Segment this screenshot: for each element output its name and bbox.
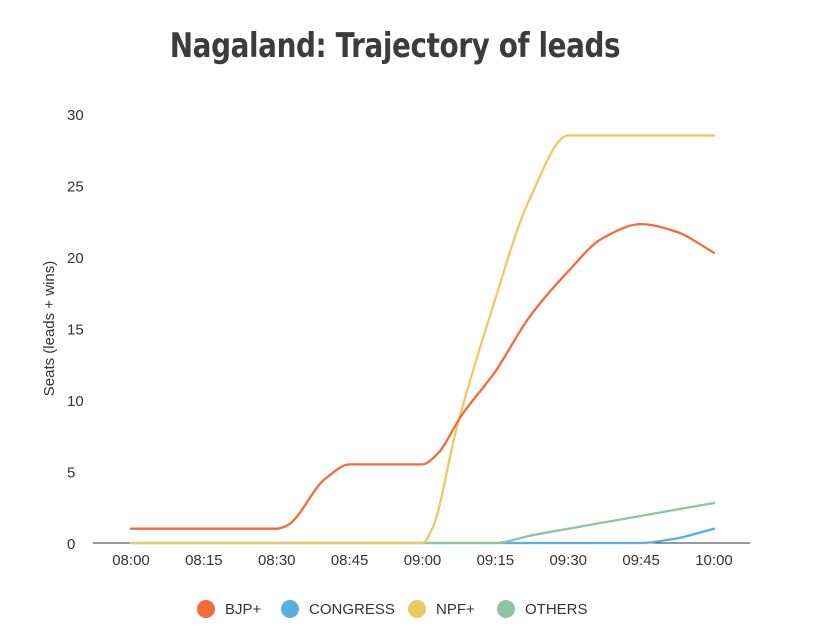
legend-marker-npf	[408, 600, 426, 618]
x-tick-label: 08:30	[258, 552, 296, 569]
x-tick-label: 10:00	[695, 552, 733, 569]
x-axis-ticks: 08:00 08:15 08:30 08:45 09:00 09:15 09:30 09:45…	[112, 552, 733, 569]
x-tick-label: 08:15	[185, 552, 223, 569]
legend-label-bjp: BJP+	[225, 601, 262, 618]
y-tick-label: 25	[67, 179, 84, 196]
series-group	[129, 134, 716, 545]
y-tick-label: 10	[67, 393, 84, 410]
legend-label-congress: CONGRESS	[309, 601, 395, 618]
legend-marker-bjp	[197, 600, 215, 618]
y-tick-label: 5	[67, 465, 75, 482]
y-tick-label: 15	[67, 322, 84, 339]
series-line-npf	[129, 134, 716, 545]
x-tick-label: 09:15	[477, 552, 515, 569]
x-tick-label: 08:00	[112, 552, 150, 569]
legend-marker-congress	[281, 600, 299, 618]
x-tick-label: 08:45	[331, 552, 369, 569]
x-tick-label: 09:00	[404, 552, 442, 569]
series-line-bjp	[129, 222, 716, 530]
y-tick-label: 0	[67, 536, 75, 553]
y-tick-label: 20	[67, 250, 84, 267]
legend-label-npf: NPF+	[436, 601, 475, 618]
legend-label-others: OTHERS	[525, 601, 588, 618]
legend-marker-others	[497, 600, 515, 618]
x-tick-label: 09:30	[549, 552, 587, 569]
series-line-congress	[129, 527, 716, 545]
chart-title: Nagaland: Trajectory of leads	[169, 26, 621, 66]
y-axis-title: Seats (leads + wins)	[41, 261, 58, 396]
legend: BJP+ CONGRESS NPF+ OTHERS	[197, 600, 588, 618]
y-tick-label: 30	[67, 107, 84, 124]
series-line-others	[129, 501, 716, 545]
x-tick-label: 09:45	[622, 552, 660, 569]
y-axis-ticks: 0 5 10 15 20 25 30	[67, 107, 84, 553]
